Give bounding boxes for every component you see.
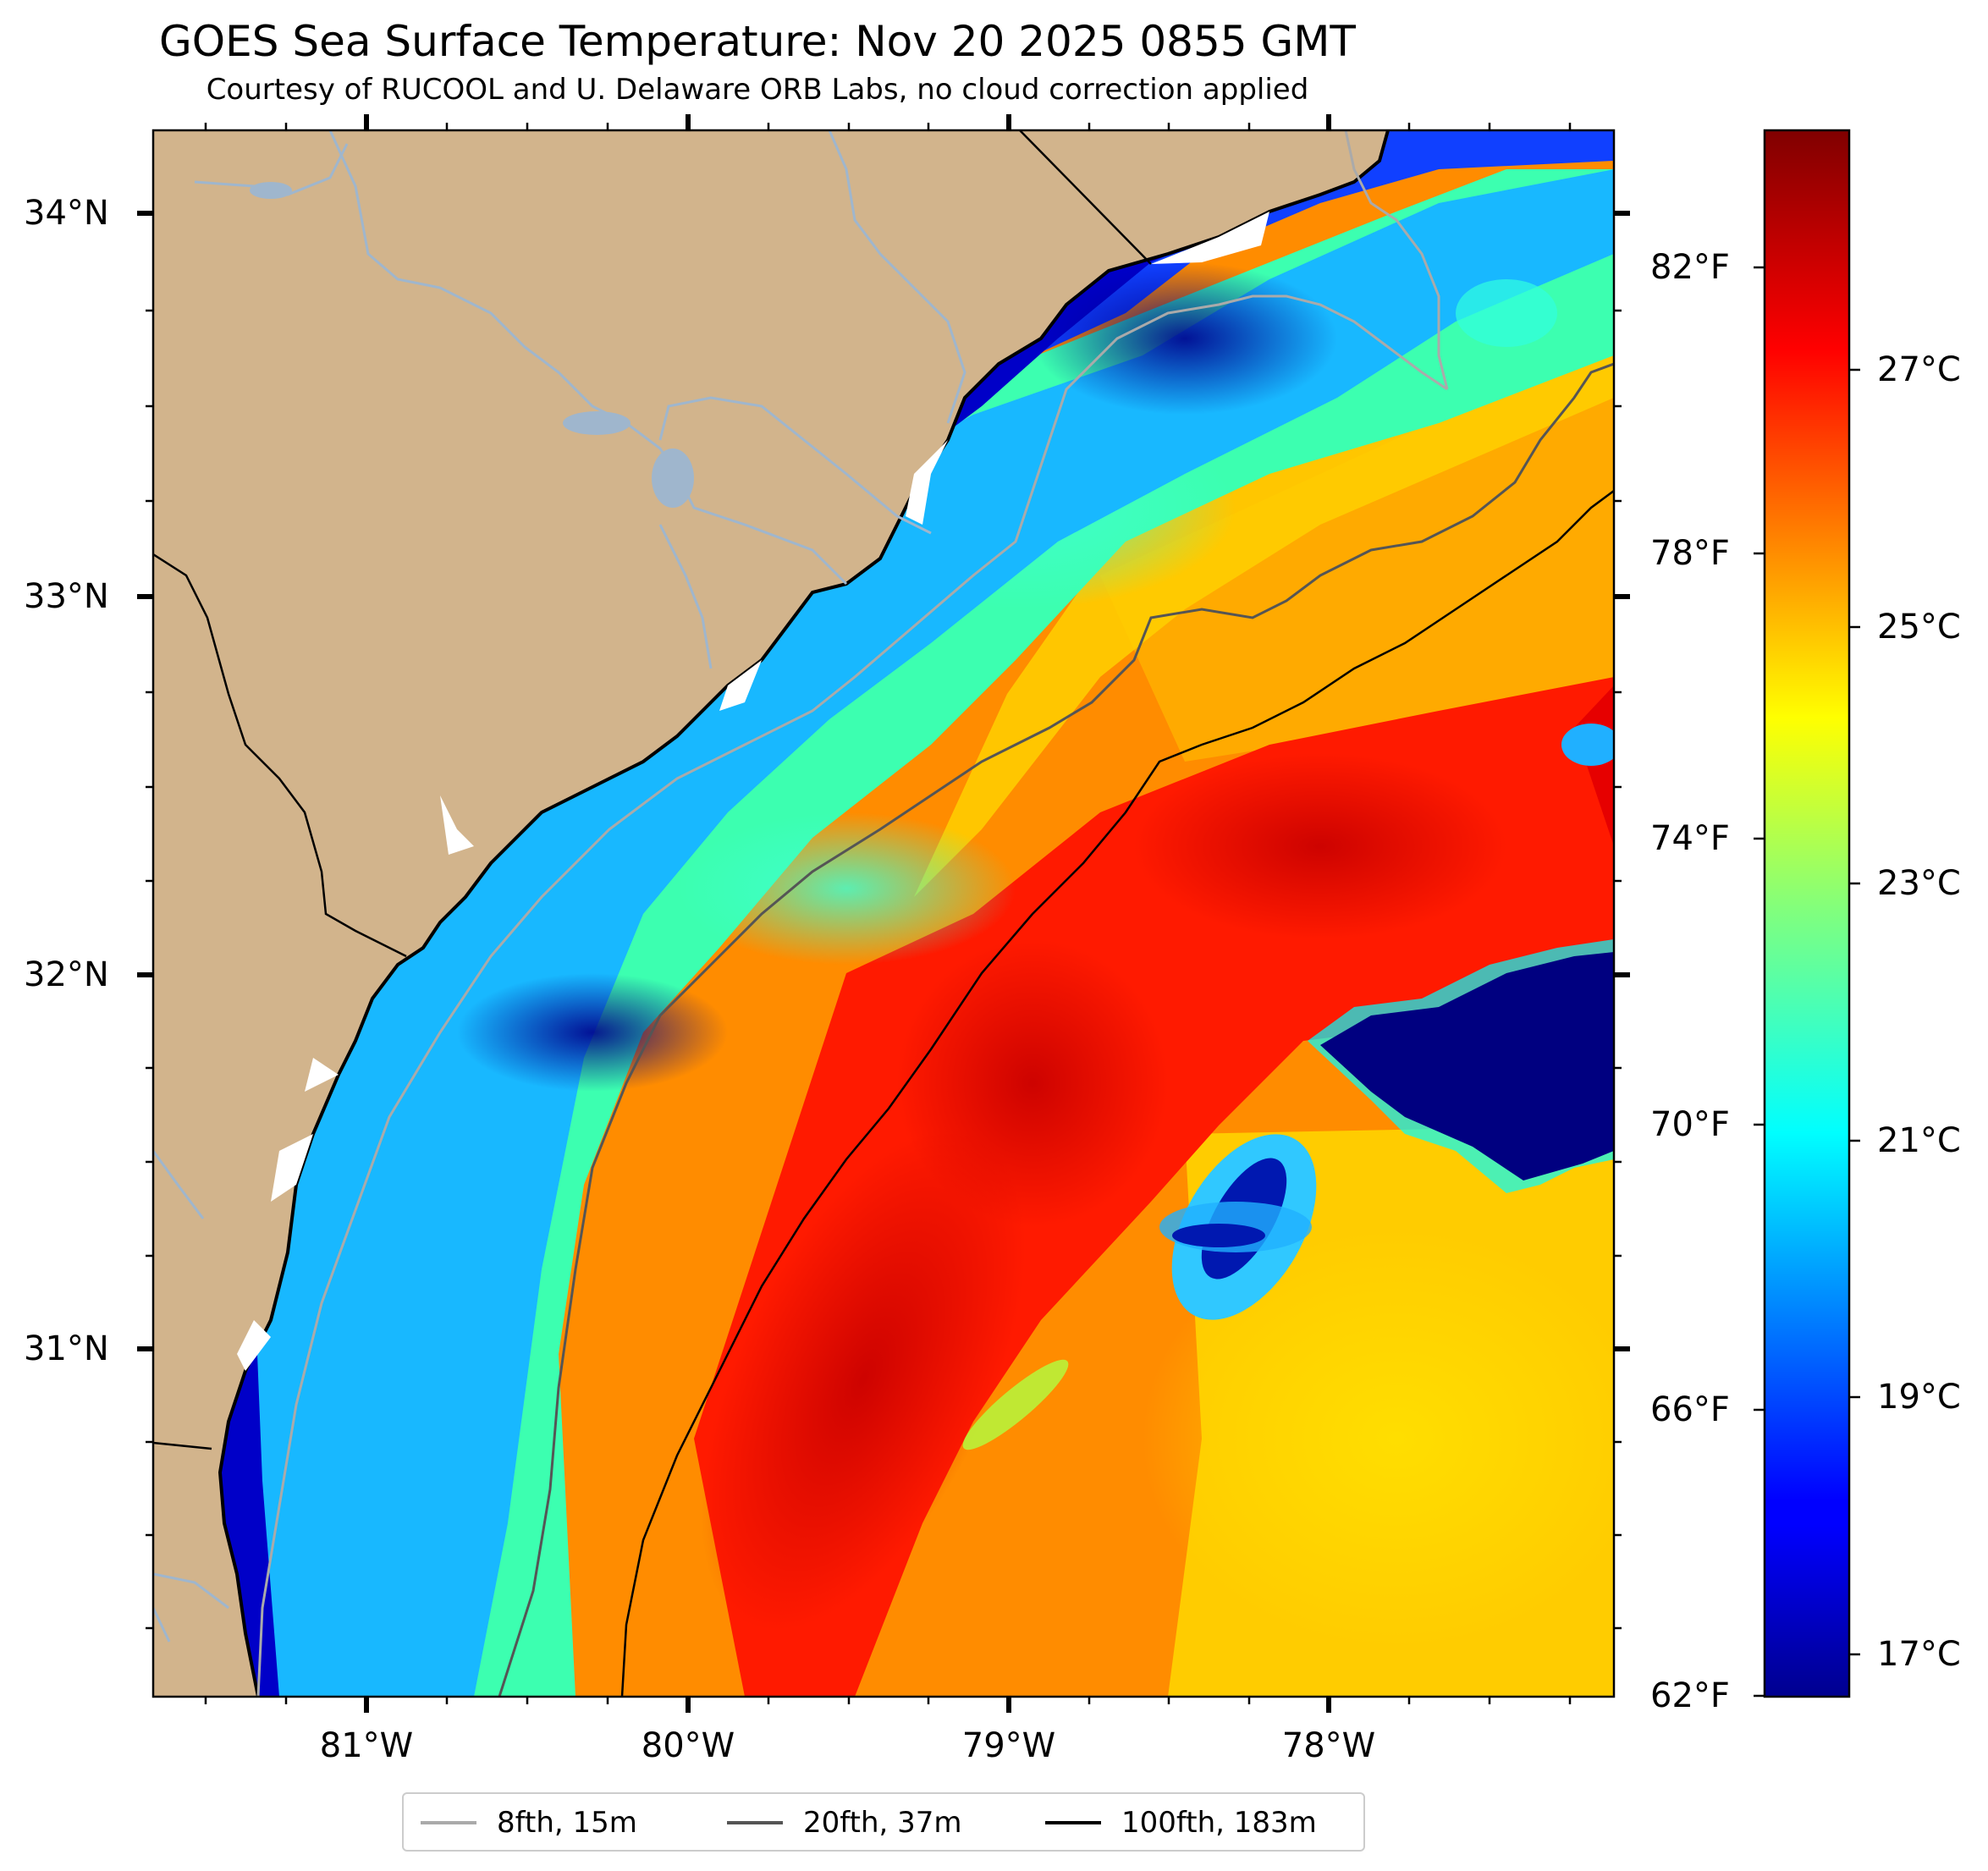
- lon-label-81w: 81°W: [319, 1726, 414, 1765]
- lat-label-31n: 31°N: [24, 1329, 109, 1368]
- legend-item-20fth: 20fth, 37m: [727, 1802, 1006, 1843]
- map-subtitle: Courtesy of RUCOOL and U. Delaware ORB L…: [206, 73, 1309, 107]
- lat-label-34n: 34°N: [24, 194, 109, 233]
- colorbar-f-label: 82°F: [1650, 248, 1730, 287]
- lon-major-ticks: [364, 114, 1331, 1713]
- lat-major-ticks: [137, 211, 1630, 1351]
- lon-label-78w: 78°W: [1281, 1726, 1376, 1765]
- minor-ticks: [146, 123, 1622, 1704]
- isobath-legend: 8fth, 15m 20fth, 37m 100fth, 183m: [402, 1792, 1365, 1852]
- colorbar-ticks: [1754, 266, 1860, 1698]
- legend-line-icon: [1045, 1821, 1101, 1824]
- colorbar-f-label: 70°F: [1650, 1105, 1730, 1144]
- legend-label: 8fth, 15m: [497, 1806, 637, 1840]
- legend-item-8fth: 8fth, 15m: [421, 1802, 691, 1843]
- legend-label: 100fth, 183m: [1121, 1806, 1317, 1840]
- legend-line-icon: [421, 1821, 476, 1824]
- legend-label: 20fth, 37m: [803, 1806, 962, 1840]
- lat-label-33n: 33°N: [24, 577, 109, 616]
- map-frame: [151, 129, 1616, 1698]
- colorbar-f-label: 78°F: [1650, 534, 1730, 573]
- colorbar-f-label: 66°F: [1650, 1390, 1730, 1429]
- colorbar-c-label: 23°C: [1877, 864, 1961, 903]
- colorbar-f-label: 62°F: [1650, 1676, 1730, 1715]
- legend-line-icon: [727, 1821, 783, 1824]
- map-title: GOES Sea Surface Temperature: Nov 20 202…: [159, 17, 1356, 66]
- lat-label-32n: 32°N: [24, 955, 109, 994]
- colorbar-c-label: 25°C: [1877, 608, 1961, 647]
- colorbar-c-label: 19°C: [1877, 1378, 1961, 1417]
- colorbar-f-label: 74°F: [1650, 819, 1730, 858]
- colorbar-c-label: 27°C: [1877, 350, 1961, 389]
- colorbar: [1763, 129, 1851, 1698]
- legend-item-100fth: 100fth, 183m: [1045, 1802, 1350, 1843]
- colorbar-c-label: 17°C: [1877, 1635, 1961, 1674]
- sst-field: [153, 130, 1614, 1697]
- lon-label-79w: 79°W: [961, 1726, 1056, 1765]
- lon-label-80w: 80°W: [641, 1726, 735, 1765]
- colorbar-c-label: 21°C: [1877, 1121, 1961, 1160]
